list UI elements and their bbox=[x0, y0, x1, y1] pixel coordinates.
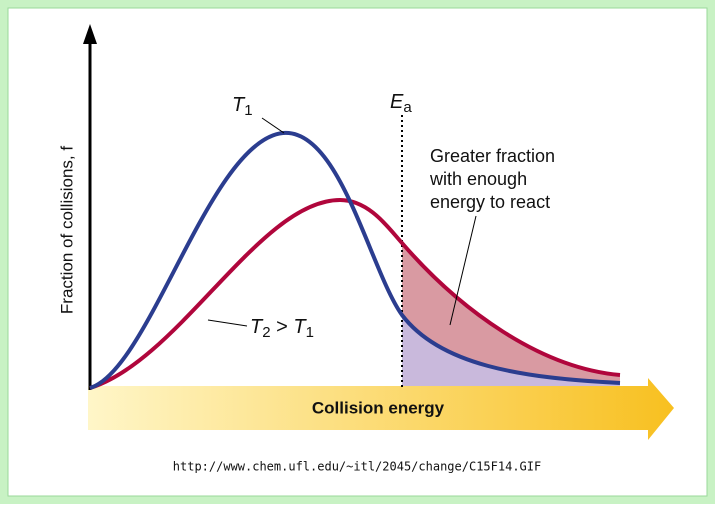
t1-subscript: 1 bbox=[244, 102, 252, 119]
t2-subscript: 2 bbox=[262, 324, 270, 341]
ea-symbol: E bbox=[390, 91, 404, 113]
annotation-leader bbox=[449, 215, 477, 326]
source-url: http://www.chem.ufl.edu/~itl/2045/change… bbox=[173, 460, 541, 474]
t2-symbol: T bbox=[250, 316, 264, 338]
t2-relation: > bbox=[271, 316, 294, 338]
y-axis-label: Fraction of collisions, f bbox=[57, 146, 76, 314]
x-axis-arrow bbox=[88, 378, 674, 440]
x-axis-label: Collision energy bbox=[312, 398, 445, 417]
t2-leader bbox=[207, 319, 248, 327]
shaded-area-t1 bbox=[402, 315, 620, 388]
curve-t2 bbox=[89, 197, 621, 390]
t2-symbol2: T bbox=[293, 316, 307, 338]
curve-t1 bbox=[89, 130, 621, 390]
annotation-line: with enough bbox=[429, 169, 527, 189]
t2-label: T2 > T1 bbox=[250, 316, 314, 341]
annotation-line: energy to react bbox=[430, 192, 550, 212]
t1-symbol: T bbox=[232, 94, 246, 116]
ea-label: Ea bbox=[390, 91, 412, 116]
t2-subscript2: 1 bbox=[306, 324, 314, 341]
t1-label: T1 bbox=[232, 94, 253, 119]
annotation-line: Greater fraction bbox=[430, 146, 555, 166]
shaded-area-t2 bbox=[402, 243, 620, 388]
t1-leader bbox=[261, 117, 285, 134]
y-axis-arrowhead bbox=[83, 24, 97, 44]
ea-subscript: a bbox=[403, 99, 412, 116]
